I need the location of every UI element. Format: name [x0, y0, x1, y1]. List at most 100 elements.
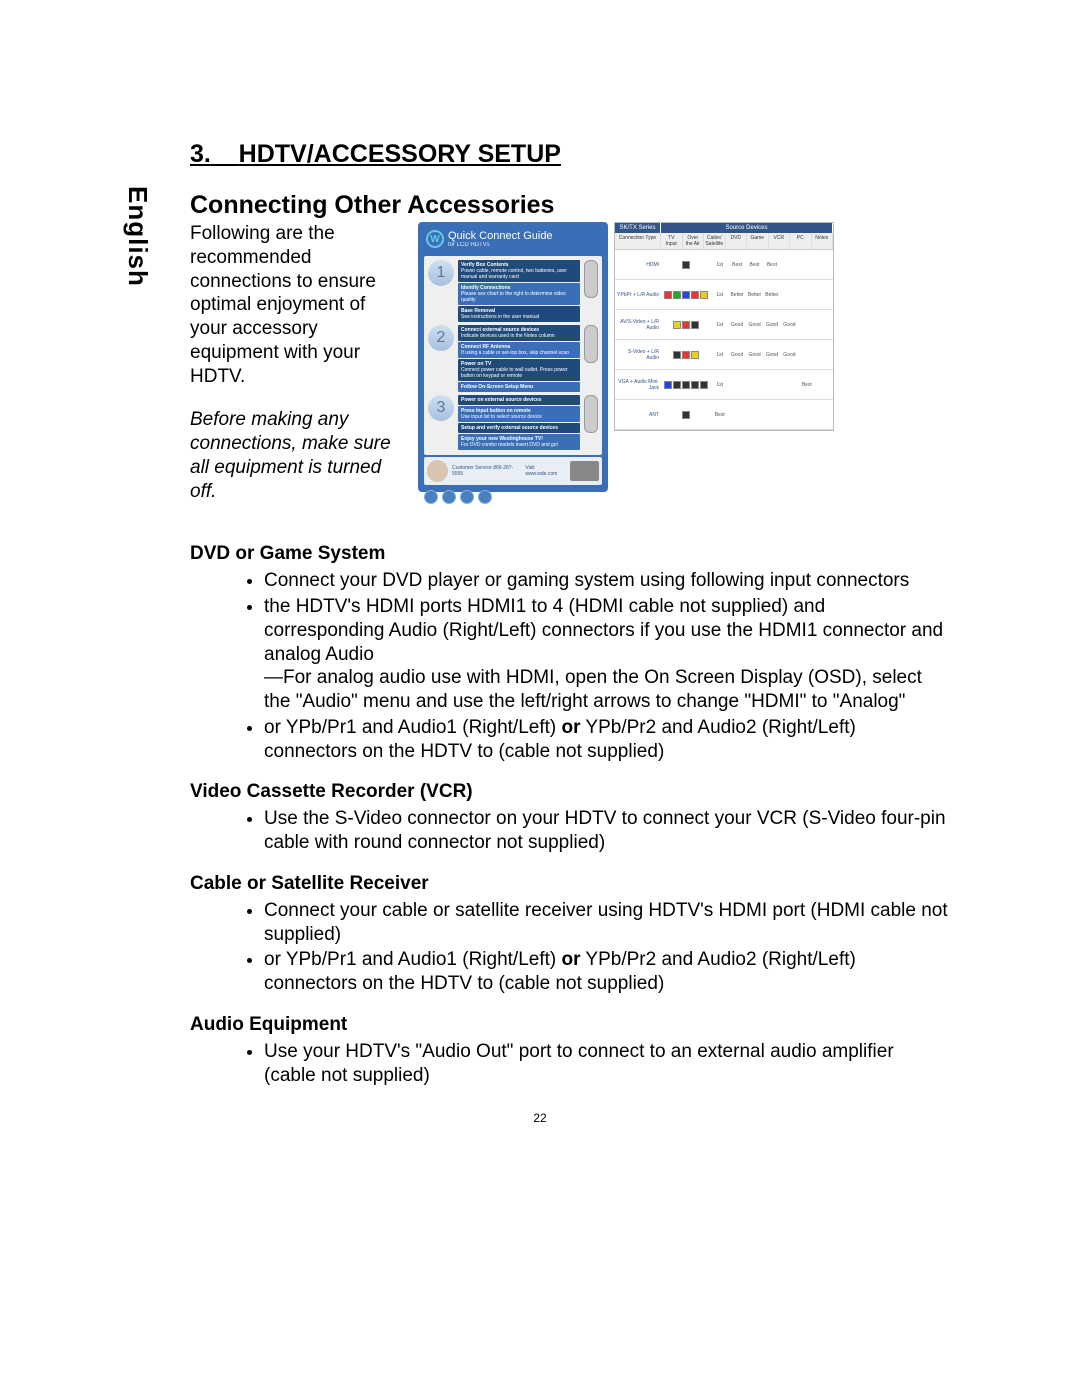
laptop-icon — [570, 461, 599, 481]
connector-icon — [691, 291, 699, 299]
qc-subtitle: for LCD HDTVs — [448, 242, 553, 248]
subsection: Video Cassette Recorder (VCR) Use the S-V… — [190, 781, 950, 855]
bullet-item: the HDTV's HDMI ports HDMI1 to 4 (HDMI c… — [264, 595, 950, 714]
qc-step: 3Power on external source devicesPress I… — [428, 395, 598, 451]
connector-icon — [682, 291, 690, 299]
language-tab: English — [118, 180, 157, 293]
compat-cell: 1st — [711, 262, 728, 268]
compat-cell: Good — [763, 322, 780, 328]
or-emphasis: or — [562, 949, 581, 970]
compat-cell: 1st — [711, 322, 728, 328]
subsection-title: Video Cassette Recorder (VCR) — [190, 781, 950, 803]
compat-cell: Good — [746, 322, 763, 328]
qc-footer-right: Visit www.wde.com — [525, 465, 566, 477]
compatibility-table: SK/TX Series Source Devices Connection T… — [614, 222, 834, 431]
compat-col: Over the Air — [683, 233, 705, 249]
remote-icon — [584, 325, 598, 363]
connector-icon — [673, 351, 681, 359]
support-avatar-icon — [427, 460, 448, 482]
body-sections: DVD or Game System Connect your DVD playe… — [160, 543, 950, 1087]
qc-step-line: Follow On-Screen Setup Menu — [458, 382, 580, 392]
compat-header: SK/TX Series Source Devices — [615, 223, 833, 233]
compat-col: VCR — [769, 233, 791, 249]
compat-row: S-Video + L/R Audio1stGoodGoodGoodGood — [615, 340, 833, 370]
compat-cell: Better — [763, 292, 780, 298]
connector-icon — [682, 261, 690, 269]
subsection-title: DVD or Game System — [190, 543, 950, 565]
connector-icon — [664, 381, 672, 389]
compat-row-label: HDMI — [615, 260, 661, 270]
compat-cell: 1st — [711, 352, 728, 358]
qc-title: Quick Connect Guide — [448, 230, 553, 242]
bullet-item: or YPb/Pr1 and Audio1 (Right/Left) or YP… — [264, 716, 950, 764]
qc-step-line: Base RemovalSee instructions in the user… — [458, 306, 580, 322]
compat-columns: Connection TypeTV InputOver the AirCable… — [615, 233, 833, 250]
compat-cell: Better — [728, 292, 745, 298]
qc-step-line: Press Input button on remoteUse input li… — [458, 406, 580, 422]
connector-icon — [673, 291, 681, 299]
connector-icon — [682, 351, 690, 359]
connector-icon — [673, 381, 681, 389]
subsection-title: Audio Equipment — [190, 1014, 950, 1036]
bullet-item: Connect your cable or satellite receiver… — [264, 899, 950, 947]
qc-step: 1Verify Box ContentsPower cable, remote … — [428, 260, 598, 323]
compat-cell: Good — [746, 352, 763, 358]
bullet-list: Connect your DVD player or gaming system… — [264, 569, 950, 763]
connector-icon — [700, 381, 708, 389]
compat-cell: Best — [798, 382, 815, 388]
subsection: Audio Equipment Use your HDTV's "Audio Ou… — [190, 1014, 950, 1088]
page-number: 22 — [0, 1111, 1080, 1125]
section-heading: 3. HDTV/ACCESSORY SETUP — [190, 140, 950, 169]
qc-step: 2Connect external source devicesIndicate… — [428, 325, 598, 393]
subsection: Cable or Satellite ReceiverConnect your … — [190, 873, 950, 996]
compat-cell: Good — [763, 352, 780, 358]
connector-icon — [673, 321, 681, 329]
bullet-item: Connect your DVD player or gaming system… — [264, 569, 950, 593]
compat-cell: Best — [711, 412, 728, 418]
compat-col: Notes — [812, 233, 834, 249]
compat-cell: 1st — [711, 292, 728, 298]
intro-column: Following are the recommended connection… — [190, 222, 400, 503]
connector-icons — [661, 351, 711, 359]
connector-icons — [661, 411, 711, 419]
bullet-item: Use your HDTV's "Audio Out" port to conn… — [264, 1040, 950, 1088]
intro-row: Following are the recommended connection… — [190, 222, 950, 503]
connector-icons — [661, 291, 711, 299]
bullet-item: Use the S-Video connector on your HDTV t… — [264, 807, 950, 855]
qc-step-line: Power on TVConnect power cable to wall o… — [458, 359, 580, 381]
compat-row-label: AV/S-Video + L/R Audio — [615, 317, 661, 333]
connector-icon — [691, 321, 699, 329]
subsection: DVD or Game System Connect your DVD playe… — [190, 543, 950, 763]
connector-icons — [661, 321, 711, 329]
bullet-list: Use your HDTV's "Audio Out" port to conn… — [264, 1040, 950, 1088]
qc-bottom-icons — [424, 487, 602, 504]
compat-row: AV/S-Video + L/R Audio1stGoodGoodGoodGoo… — [615, 310, 833, 340]
compat-cell: Good — [728, 322, 745, 328]
compat-cell: Best — [763, 262, 780, 268]
connector-icon — [664, 291, 672, 299]
qc-step-line: Power on external source devices — [458, 395, 580, 405]
bullet-list: Connect your cable or satellite receiver… — [264, 899, 950, 996]
compat-cell: Better — [746, 292, 763, 298]
quick-connect-figure: W Quick Connect Guide for LCD HDTVs 1Ver… — [418, 222, 950, 503]
compat-cell: Best — [746, 262, 763, 268]
bullet-continuation: —For analog audio use with HDMI, open th… — [264, 667, 922, 712]
compat-row: ANTBest — [615, 400, 833, 430]
compat-cell: 1st — [711, 382, 728, 388]
compat-cell: Good — [781, 352, 798, 358]
or-emphasis: or — [562, 717, 581, 738]
qc-page-dot — [424, 490, 438, 504]
intro-note: Before making any connections, make sure… — [190, 408, 400, 503]
brand-logo-icon: W — [426, 230, 444, 248]
qc-footer-left: Customer Service 866-287-5555 — [452, 465, 521, 477]
intro-paragraph: Following are the recommended connection… — [190, 222, 400, 388]
connector-icon — [682, 411, 690, 419]
qc-footer: Customer Service 866-287-5555 Visit www.… — [424, 457, 602, 485]
qc-header: W Quick Connect Guide for LCD HDTVs — [424, 228, 602, 254]
qc-step-line: Enjoy your new Westinghouse TV!For DVD c… — [458, 434, 580, 450]
qc-step-text: Verify Box ContentsPower cable, remote c… — [458, 260, 580, 323]
qc-step-line: Setup and verify external source devices — [458, 423, 580, 433]
qc-step-text: Connect external source devicesIndicate … — [458, 325, 580, 393]
connector-icon — [691, 381, 699, 389]
connector-icon — [691, 351, 699, 359]
